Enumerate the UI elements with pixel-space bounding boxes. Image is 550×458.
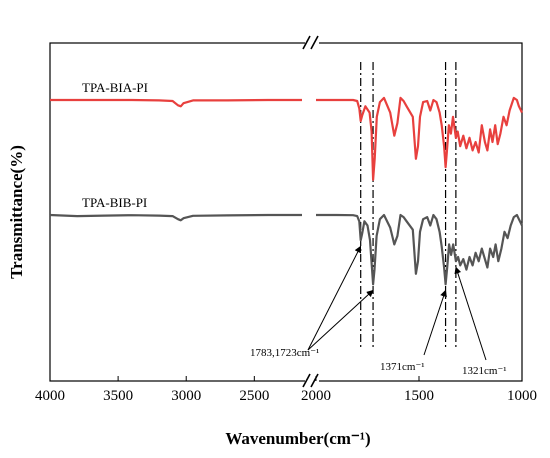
plot-frame <box>49 42 523 382</box>
x-tick-label: 2000 <box>301 388 331 404</box>
series-label-tpa-bia-pi: TPA-BIA-PI <box>82 80 148 95</box>
x-tick-label: 1000 <box>507 388 537 404</box>
series-line-tpa-bia-pi-left <box>50 98 302 108</box>
axis-break-bottom <box>302 373 319 388</box>
annotation-arrows <box>307 245 487 361</box>
annotation-arrow-1371 <box>423 289 447 356</box>
annotation-arrow-1321 <box>454 266 487 361</box>
x-axis-ticks: 4000 3500 3000 2500 2000 1500 1000 <box>35 376 537 404</box>
series-layer <box>49 96 523 286</box>
series-label-tpa-bib-pi: TPA-BIB-PI <box>82 195 147 210</box>
x-tick-label: 3000 <box>171 388 201 404</box>
x-axis-title: Wavenumber(cm⁻¹) <box>225 429 370 448</box>
axis-break-top <box>302 35 319 50</box>
reference-lines <box>360 62 457 348</box>
series-line-tpa-bib-pi-right <box>316 213 523 286</box>
series-line-tpa-bia-pi-right <box>316 96 523 181</box>
y-axis-title: Transmittance(%) <box>7 145 26 279</box>
x-tick-label: 4000 <box>35 388 65 404</box>
annotation-1783-1723: 1783,1723cm⁻¹ <box>250 347 319 359</box>
x-tick-label: 3500 <box>103 388 133 404</box>
annotation-1371: 1371cm⁻¹ <box>380 361 425 373</box>
annotation-1321: 1321cm⁻¹ <box>462 365 507 377</box>
x-tick-label: 1500 <box>404 388 434 404</box>
annotation-arrow-1723 <box>307 289 374 351</box>
x-tick-label: 2500 <box>239 388 269 404</box>
series-line-tpa-bib-pi-left <box>49 213 302 222</box>
annotation-arrow-1783 <box>307 245 362 351</box>
